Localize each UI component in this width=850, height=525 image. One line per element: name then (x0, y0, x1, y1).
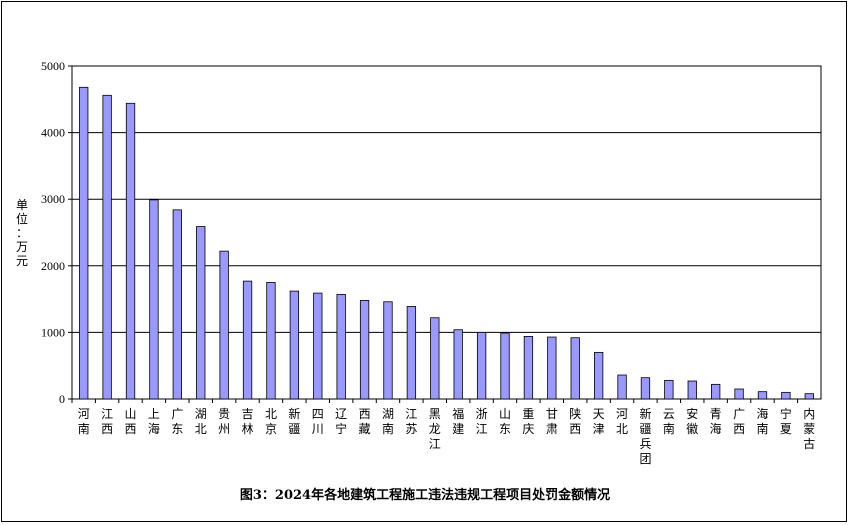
bar-陕西 (570, 337, 580, 400)
category-label: 四川 (312, 407, 324, 436)
y-tick-label: 4000 (41, 126, 65, 140)
category-label: 湖南 (382, 406, 394, 436)
bar-内蒙古 (804, 393, 814, 400)
category-label: 黑龙江 (429, 407, 441, 451)
category-label: 西藏 (359, 407, 371, 436)
category-label: 宁夏 (780, 406, 792, 436)
category-label: 甘肃 (546, 407, 558, 436)
bar-甘肃 (547, 336, 557, 400)
bar-广西 (734, 388, 744, 400)
bar-黑龙江 (430, 317, 440, 400)
category-label: 上海 (148, 407, 160, 436)
bar-江苏 (406, 306, 417, 400)
category-label: 安徽 (686, 406, 698, 436)
bar-吉林 (242, 280, 253, 400)
category-label: 吉林 (242, 407, 254, 436)
category-label: 山西 (125, 407, 137, 436)
bar-河北 (617, 374, 627, 400)
category-label: 辽宁 (335, 407, 347, 436)
category-label: 山东 (499, 407, 511, 436)
plot-area (71, 65, 822, 400)
bar-北京 (266, 282, 276, 400)
category-label: 广西 (733, 407, 745, 436)
gridlines (72, 132, 821, 333)
chart-title: 图3：2024年各地建筑工程施工违法违规工程项目处罚金额情况 (240, 487, 610, 503)
bar-宁夏 (781, 391, 791, 400)
bar-西藏 (359, 300, 370, 400)
bar-河南 (79, 86, 89, 400)
category-label: 江苏 (405, 407, 417, 436)
bar-辽宁 (336, 294, 346, 400)
bar-山东 (500, 332, 510, 400)
y-tick-label: 3000 (41, 192, 65, 206)
category-label: 天津 (593, 407, 605, 436)
bar-上海 (149, 199, 159, 400)
category-label: 福建 (452, 406, 464, 436)
bar-四川 (313, 292, 323, 400)
category-label: 广东 (171, 407, 183, 436)
y-tick-label: 1000 (41, 325, 65, 339)
category-label: 新疆兵团 (639, 406, 651, 466)
bar-新疆 (289, 290, 300, 400)
bar-福建 (453, 329, 463, 400)
category-label: 云南 (663, 407, 675, 436)
y-tick-label: 0 (59, 392, 65, 406)
category-label: 河南 (78, 407, 90, 436)
bar-湖北 (196, 226, 206, 400)
bar-贵州 (219, 250, 229, 400)
y-tick-labels: 0 1000 2000 3000 4000 5000 (41, 59, 72, 406)
bar-广东 (172, 209, 182, 400)
bar-海南 (757, 391, 768, 400)
category-label: 青海 (710, 407, 722, 436)
category-label: 海南 (756, 406, 768, 436)
category-label: 新疆 (288, 406, 300, 436)
category-label: 河北 (616, 407, 628, 436)
category-labels: 河南江西山西上海广东湖北贵州吉林北京新疆四川辽宁西藏湖南江苏黑龙江福建浙江山东重… (71, 399, 815, 466)
category-label: 重庆 (522, 407, 534, 436)
category-label: 浙江 (476, 407, 488, 436)
category-label: 湖北 (195, 406, 207, 436)
bar-江西 (102, 94, 112, 400)
category-label: 内蒙古 (803, 407, 815, 451)
category-label: 贵州 (218, 407, 230, 436)
bar-安徽 (687, 380, 697, 400)
category-label: 北京 (265, 407, 277, 436)
bar-浙江 (476, 331, 487, 400)
bar-天津 (593, 351, 604, 400)
bars (79, 86, 814, 400)
bar-新疆兵团 (640, 377, 651, 400)
y-tick-label: 2000 (41, 259, 65, 273)
category-label: 陕西 (569, 406, 581, 436)
bar-山西 (125, 102, 136, 400)
category-label: 江西 (101, 407, 113, 436)
bar-重庆 (523, 335, 534, 400)
bar-青海 (711, 383, 721, 400)
y-tick-label: 5000 (41, 59, 65, 73)
bar-湖南 (383, 301, 393, 400)
bar-云南 (664, 379, 674, 400)
y-axis-label: 单位：万元 (16, 198, 28, 268)
